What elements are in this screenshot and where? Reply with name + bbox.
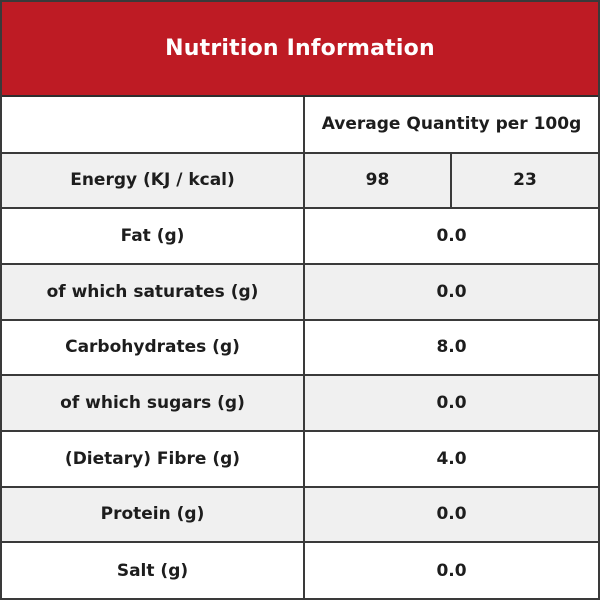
table-row-sugars: of which sugars (g) 0.0 (1, 374, 599, 432)
column-header: Average Quantity per 100g (303, 96, 599, 154)
table-row-saturates: of which saturates (g) 0.0 (1, 262, 599, 321)
table-row-fibre: (Dietary) Fibre (g) 4.0 (1, 429, 599, 488)
row-value: 0.0 (303, 262, 599, 321)
row-value-kcal: 23 (450, 151, 599, 210)
nutrition-table: Average Quantity per 100g Energy (KJ / k… (1, 96, 599, 599)
row-label: Protein (g) (1, 485, 305, 544)
table-row-salt: Salt (g) 0.0 (1, 541, 599, 599)
table-row-protein: Protein (g) 0.0 (1, 485, 599, 544)
row-value: 0.0 (303, 541, 599, 599)
nutrition-table-wrap: Average Quantity per 100g Energy (KJ / k… (1, 96, 599, 599)
row-value: 8.0 (303, 318, 599, 377)
row-label: Fat (g) (1, 207, 305, 265)
table-row-carbohydrates: Carbohydrates (g) 8.0 (1, 318, 599, 377)
title-banner: Nutrition Information (2, 2, 598, 97)
row-label: (Dietary) Fibre (g) (1, 429, 305, 488)
page-title: Nutrition Information (165, 36, 435, 61)
row-label: of which saturates (g) (1, 262, 305, 321)
row-label: Carbohydrates (g) (1, 318, 305, 377)
row-value: 4.0 (303, 429, 599, 488)
column-header-row: Average Quantity per 100g (1, 96, 599, 154)
row-value: 0.0 (303, 207, 599, 265)
table-row-fat: Fat (g) 0.0 (1, 207, 599, 265)
row-label: of which sugars (g) (1, 374, 305, 432)
row-label: Energy (KJ / kcal) (1, 151, 305, 210)
row-value: 0.0 (303, 374, 599, 432)
row-value: 0.0 (303, 485, 599, 544)
row-value-kj: 98 (303, 151, 452, 210)
row-label: Salt (g) (1, 541, 305, 599)
empty-corner-cell (1, 96, 305, 154)
table-row-energy: Energy (KJ / kcal) 98 23 (1, 151, 599, 210)
